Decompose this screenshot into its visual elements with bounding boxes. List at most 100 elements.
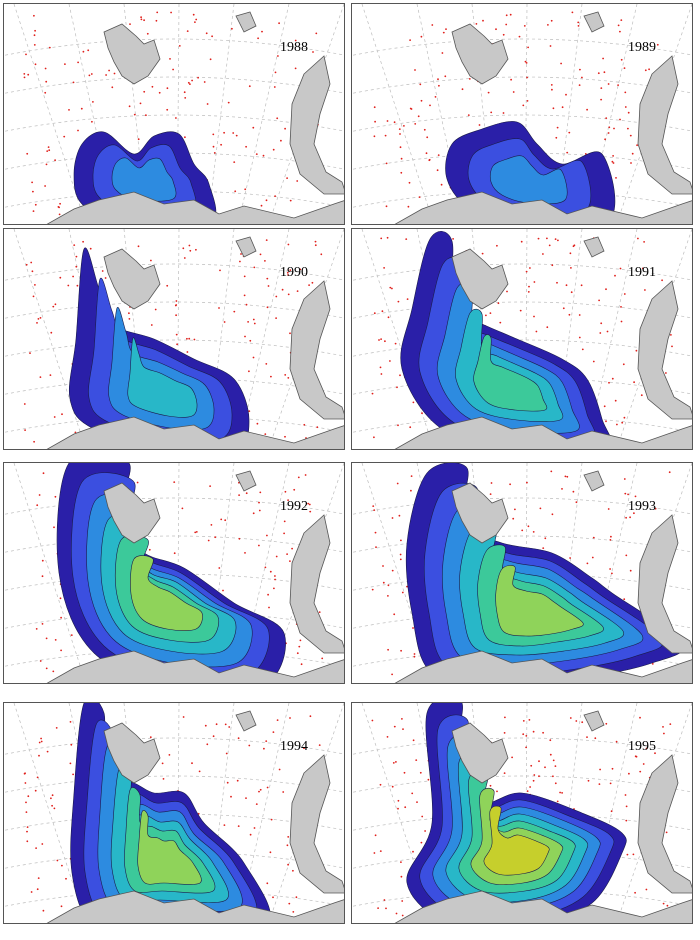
station-dot (283, 532, 285, 535)
station-dot (304, 474, 307, 476)
station-dot (237, 825, 240, 827)
station-dot (311, 281, 314, 284)
station-dot (264, 433, 267, 435)
station-dot (409, 107, 412, 110)
station-dot (605, 288, 607, 291)
station-dot (379, 850, 382, 852)
station-dot (609, 782, 612, 785)
station-dot (45, 80, 48, 83)
station-dot (416, 801, 418, 803)
station-dot (552, 759, 555, 762)
station-dot (417, 115, 420, 118)
station-dot (227, 101, 230, 104)
station-dot (145, 114, 147, 117)
station-dot (526, 481, 528, 484)
graticule-line (176, 463, 180, 683)
station-dot (535, 330, 538, 333)
station-dot (550, 84, 553, 86)
station-dot (308, 503, 311, 506)
station-dot (166, 87, 169, 90)
station-dot (255, 153, 258, 156)
station-dot (580, 284, 583, 287)
station-dot (619, 118, 621, 121)
station-dot (40, 737, 42, 740)
station-dot (245, 303, 248, 306)
station-dot (645, 747, 648, 750)
station-dot (265, 239, 268, 241)
station-dot (629, 134, 632, 137)
station-dot (625, 554, 628, 557)
station-dot (542, 731, 544, 734)
station-dot (45, 667, 48, 670)
station-dot (532, 779, 535, 782)
station-dot (481, 252, 484, 255)
station-dot (539, 507, 542, 510)
station-dot (24, 429, 26, 431)
station-dot (267, 593, 269, 596)
station-dot (626, 853, 629, 856)
station-dot (265, 363, 268, 365)
station-dot (265, 740, 268, 742)
station-dot (59, 276, 62, 279)
station-dot (504, 716, 506, 719)
graticule-line (68, 4, 117, 224)
svalbard-land (451, 722, 509, 784)
station-dot (182, 716, 185, 718)
station-dot (286, 553, 288, 555)
station-dot (54, 495, 57, 498)
station-dot (23, 772, 26, 775)
station-dot (616, 423, 618, 426)
franz-josef-land (583, 710, 605, 732)
year-label: 1995 (628, 739, 656, 754)
station-dot (36, 776, 39, 779)
station-dot (561, 792, 563, 794)
station-dot (444, 75, 447, 78)
station-dot (238, 537, 241, 540)
station-dot (373, 106, 376, 109)
station-dot (569, 252, 572, 255)
station-dot (210, 524, 213, 526)
map-svg (352, 463, 692, 683)
station-dot (173, 552, 176, 555)
station-dot (386, 736, 389, 738)
station-dot (101, 270, 104, 272)
station-dot (478, 124, 481, 126)
station-dot (37, 877, 40, 879)
station-dot (395, 912, 398, 915)
station-dot (245, 492, 248, 495)
station-dot (26, 152, 29, 155)
station-dot (631, 152, 634, 155)
station-dot (452, 238, 454, 240)
station-dot (412, 401, 415, 404)
station-dot (371, 392, 374, 395)
station-dot (414, 69, 416, 71)
station-dot (205, 32, 208, 35)
station-dot (610, 810, 613, 813)
station-dot (509, 483, 511, 486)
station-dot (268, 606, 270, 609)
station-dot (496, 244, 498, 247)
station-dot (239, 260, 241, 263)
station-dot (532, 730, 535, 733)
svalbard-land (103, 23, 161, 85)
station-dot (211, 35, 214, 38)
map-svg (4, 703, 344, 923)
station-dot (625, 516, 627, 519)
station-dot (76, 284, 79, 287)
station-dot (72, 773, 74, 776)
station-dot (65, 877, 67, 880)
station-dot (36, 888, 39, 891)
station-dot (37, 318, 40, 320)
station-dot (522, 104, 525, 107)
station-dot (550, 19, 553, 22)
station-dot (662, 902, 665, 905)
station-dot (377, 907, 379, 909)
station-dot (549, 45, 552, 47)
mainland-coast (394, 890, 692, 923)
station-dot (259, 491, 262, 494)
station-dot (401, 914, 404, 917)
station-dot (620, 320, 623, 323)
station-dot (399, 558, 402, 561)
station-dot (270, 818, 273, 821)
station-dot (625, 805, 628, 808)
